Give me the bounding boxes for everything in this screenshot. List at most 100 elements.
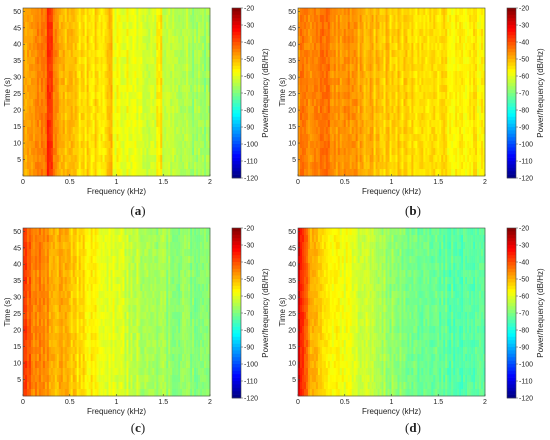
heatmap-cell — [140, 8, 143, 16]
heatmap-cell — [56, 113, 60, 121]
heatmap-cell — [134, 43, 137, 51]
heatmap-cell — [463, 43, 466, 51]
heatmap-cell — [26, 284, 30, 292]
heatmap-cell — [429, 15, 432, 23]
heatmap-cell — [116, 155, 119, 163]
heatmap-cell — [144, 85, 147, 93]
heatmap-cell — [104, 155, 107, 163]
heatmap-cell — [126, 78, 129, 86]
heatmap-cell — [385, 106, 388, 114]
heatmap-cell — [473, 134, 476, 142]
heatmap-cell — [429, 113, 432, 121]
heatmap-cell — [463, 71, 466, 79]
heatmap-cell — [46, 71, 50, 79]
heatmap-cell — [465, 106, 468, 114]
heatmap-cell — [425, 50, 428, 58]
heatmap-cell — [373, 155, 376, 163]
heatmap-cell — [76, 71, 79, 79]
heatmap-cell — [481, 134, 484, 142]
heatmap-cell — [319, 148, 323, 156]
heatmap-cell — [355, 99, 358, 107]
heatmap-cell — [377, 15, 380, 23]
heatmap-cell — [323, 169, 327, 177]
heatmap-cell — [124, 36, 127, 44]
heatmap-cell — [355, 113, 358, 121]
heatmap-cell — [473, 85, 476, 93]
heatmap-cell — [140, 78, 143, 86]
heatmap-cell — [74, 36, 78, 44]
heatmap-cell — [188, 148, 191, 156]
heatmap-cell — [36, 333, 40, 341]
heatmap-cell — [363, 15, 366, 23]
heatmap-cell — [431, 29, 434, 37]
heatmap-cell — [198, 169, 201, 177]
heatmap-cell — [425, 71, 428, 79]
heatmap-cell — [397, 169, 400, 177]
heatmap-cell — [106, 162, 109, 170]
heatmap-cell — [118, 43, 121, 51]
heatmap-cell — [455, 120, 458, 128]
heatmap-cell — [156, 141, 159, 149]
heatmap-cell — [479, 29, 482, 37]
heatmap-cell — [367, 92, 370, 100]
heatmap-cell — [90, 162, 93, 170]
heatmap-cell — [443, 50, 446, 58]
heatmap-cell — [66, 120, 70, 128]
heatmap-cell — [361, 50, 364, 58]
heatmap-cell — [174, 36, 177, 44]
heatmap-cell — [353, 36, 356, 44]
heatmap-cell — [42, 15, 46, 23]
heatmap-cell — [331, 92, 335, 100]
heatmap-cell — [58, 92, 62, 100]
heatmap-cell — [172, 113, 175, 121]
heatmap-cell — [182, 43, 185, 51]
heatmap-cell — [168, 134, 171, 142]
heatmap-cell — [38, 284, 42, 292]
heatmap-cell — [30, 120, 34, 128]
heatmap-cell — [26, 340, 30, 348]
heatmap-cell — [204, 134, 207, 142]
heatmap-cell — [349, 106, 353, 114]
heatmap-cell — [435, 71, 438, 79]
heatmap-cell — [30, 106, 34, 114]
heatmap-cell — [142, 99, 145, 107]
heatmap-cell — [162, 148, 165, 156]
heatmap-cell — [481, 36, 484, 44]
heatmap-cell — [98, 155, 101, 163]
heatmap-cell — [345, 71, 349, 79]
heatmap-cell — [311, 92, 315, 100]
heatmap-cell — [34, 340, 38, 348]
heatmap-cell — [399, 99, 402, 107]
heatmap-cell — [26, 64, 30, 72]
heatmap-cell — [381, 43, 384, 51]
heatmap-cell — [333, 127, 337, 135]
heatmap-cell — [331, 22, 335, 30]
heatmap-cell — [84, 64, 87, 72]
heatmap-cell — [94, 64, 97, 72]
heatmap-cell — [122, 120, 125, 128]
heatmap-cell — [389, 50, 392, 58]
heatmap-cell — [467, 99, 470, 107]
heatmap-cell — [345, 134, 349, 142]
heatmap-cell — [82, 162, 85, 170]
heatmap-cell — [112, 141, 115, 149]
heatmap-cell — [182, 106, 185, 114]
heatmap-cell — [379, 92, 382, 100]
heatmap-cell — [305, 148, 309, 156]
heatmap-cell — [407, 106, 410, 114]
heatmap-cell — [152, 113, 155, 121]
heatmap-cell — [429, 29, 432, 37]
heatmap-cell — [86, 113, 89, 121]
heatmap-cell — [341, 15, 345, 23]
heatmap-cell — [190, 78, 193, 86]
heatmap-cell — [419, 141, 422, 149]
heatmap-cell — [78, 29, 81, 37]
heatmap-cell — [126, 22, 129, 30]
heatmap-cell — [337, 162, 341, 170]
heatmap-cell — [152, 8, 155, 16]
heatmap-cell — [178, 113, 181, 121]
heatmap-cell — [463, 29, 466, 37]
heatmap-cell — [170, 78, 173, 86]
heatmap-cell — [389, 155, 392, 163]
heatmap-cell — [451, 71, 454, 79]
